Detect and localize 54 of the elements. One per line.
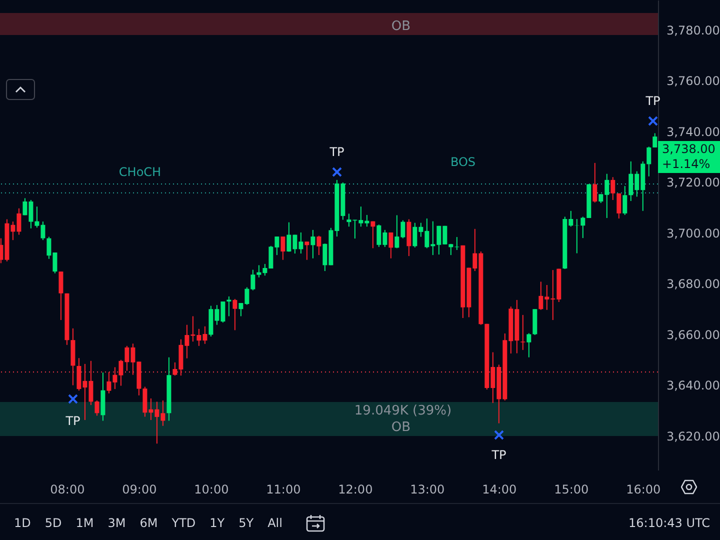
- y-tick-label: 3,620.00: [666, 429, 720, 444]
- candlestick: [316, 235, 322, 256]
- text: 5D: [44, 516, 62, 530]
- annotation: BOS: [450, 155, 476, 169]
- annotation: CHoCH: [118, 165, 162, 179]
- candlestick: [526, 332, 532, 358]
- text: YTD: [172, 516, 196, 530]
- candlestick: [616, 192, 622, 220]
- candlestick: [94, 400, 100, 416]
- y-tick-label: 3,720.00: [666, 176, 720, 190]
- x-tick-label: 12:00: [338, 482, 373, 496]
- text: 1Y: [210, 516, 225, 530]
- annotation: TP: [66, 414, 80, 428]
- text: All: [268, 516, 282, 530]
- text: 16:10:43 UTC: [628, 516, 710, 530]
- x-tick-label: 15:00: [554, 482, 589, 496]
- candlestick: [304, 241, 310, 260]
- candlestick: [622, 186, 628, 216]
- annotation: TP: [492, 448, 506, 462]
- candlestick: [226, 296, 232, 317]
- annotation: 19.049K (39%): [354, 404, 452, 418]
- x-tick-label: 10:00: [194, 482, 229, 496]
- candlestick: [58, 271, 64, 321]
- band-label: OB: [391, 420, 411, 435]
- x-tick-label: 08:00: [50, 482, 85, 496]
- text: 3M: [108, 516, 126, 530]
- text: 3,738.00 +1.14%: [658, 141, 720, 173]
- annotation: TP: [330, 145, 344, 159]
- candlestick: [388, 232, 394, 259]
- annotation: TP: [646, 94, 660, 108]
- x-tick-label: 11:00: [266, 482, 301, 496]
- candlestick: [520, 314, 526, 350]
- y-tick-label: 3,660.00: [666, 328, 720, 342]
- candlestick: [592, 162, 598, 204]
- text: 1M: [76, 516, 94, 530]
- candlestick: [280, 236, 286, 260]
- text: 5Y: [238, 516, 254, 530]
- candlestick: [232, 298, 238, 331]
- y-tick-label: 3,740.00: [666, 124, 720, 139]
- y-tick-label: 3,780.00: [666, 23, 720, 38]
- candlestick: [370, 220, 376, 249]
- x-tick-label: 16:00: [626, 482, 661, 496]
- y-tick-label: 3,700.00: [666, 226, 720, 240]
- x-tick-label: 13:00: [410, 482, 445, 496]
- x-tick-label: 09:00: [122, 482, 157, 496]
- candlestick: [610, 176, 616, 200]
- candlestick: [310, 229, 316, 259]
- band-label: OB: [391, 19, 411, 34]
- y-tick-label: 3,640.00: [666, 378, 720, 393]
- y-tick-label: 3,680.00: [666, 277, 720, 292]
- y-tick-label: 3,760.00: [666, 74, 720, 88]
- x-tick-label: 14:00: [482, 482, 517, 496]
- text: 1D: [14, 516, 31, 530]
- text: 6M: [140, 516, 158, 530]
